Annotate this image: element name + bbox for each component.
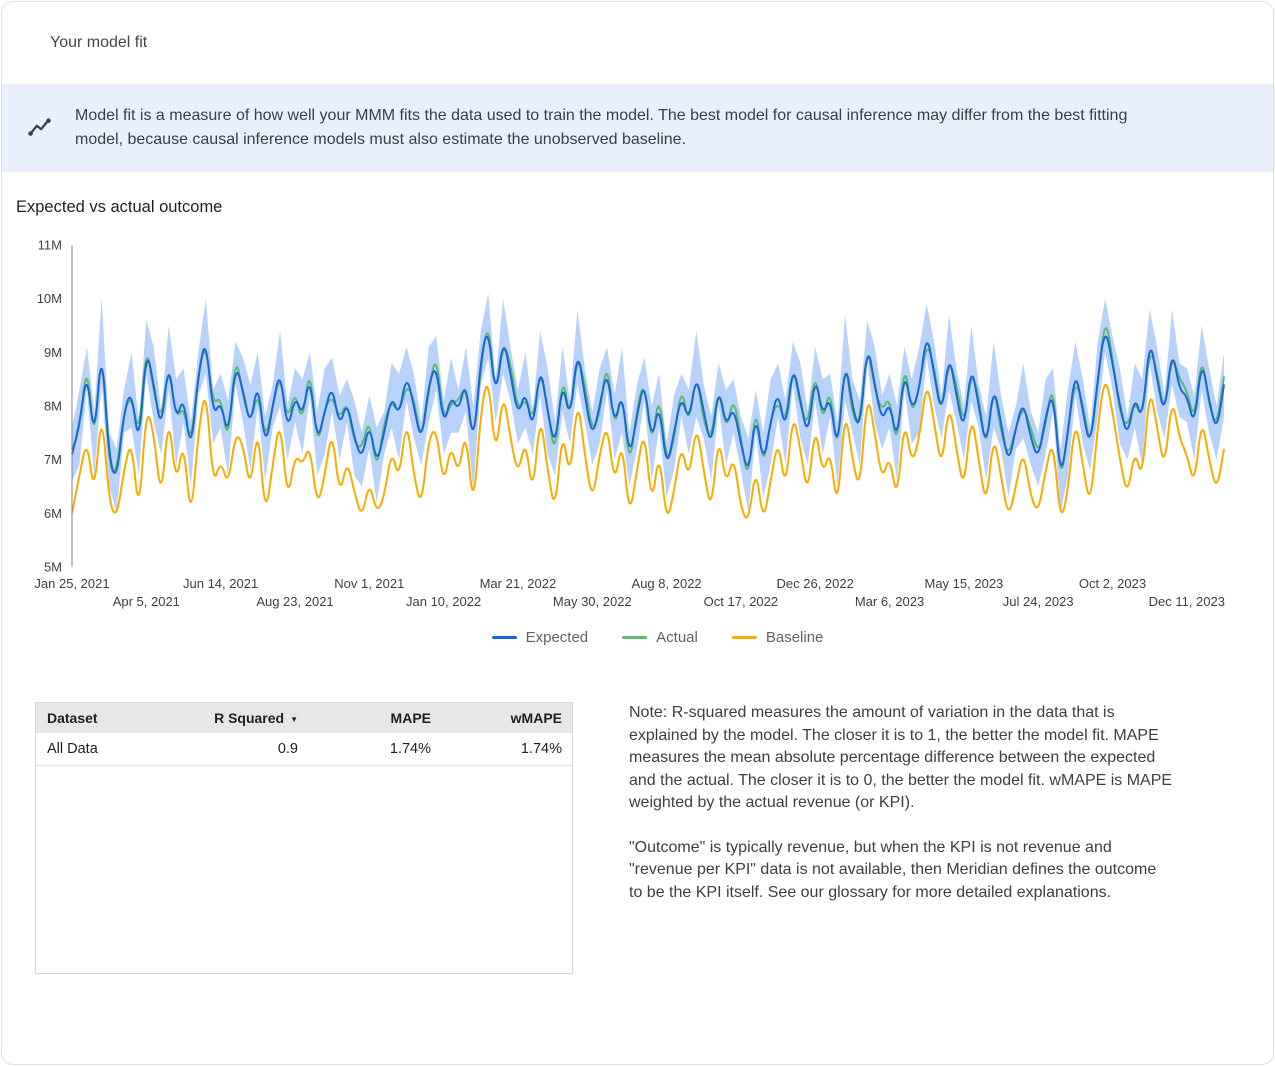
x-tick-label: Aug 8, 2022 xyxy=(632,576,702,591)
column-header-wmape[interactable]: wMAPE xyxy=(441,703,572,733)
expected-vs-actual-chart: 5M 6M 7M 8M 9M 10M 11M Jan 25, 2021 Apr 5, 2021 J… xyxy=(2,233,1273,615)
x-tick-label: Oct 17, 2022 xyxy=(704,594,778,609)
table-header-row: Dataset R Squared ▼ MAPE wMAPE xyxy=(36,703,572,733)
x-tick-label: May 30, 2022 xyxy=(553,594,632,609)
x-tick-label: Jan 10, 2022 xyxy=(406,594,481,609)
x-tick-label: Jan 25, 2021 xyxy=(34,576,109,591)
x-tick-label: Mar 6, 2023 xyxy=(855,594,924,609)
chart-title: Expected vs actual outcome xyxy=(16,198,223,216)
insights-chart-icon xyxy=(26,115,53,142)
expected-line xyxy=(71,335,1225,474)
column-header-r-squared-label: R Squared xyxy=(214,710,285,726)
y-tick-label: 10M xyxy=(37,291,62,306)
legend-item-actual: Actual xyxy=(622,629,698,646)
card-header: Your model fit xyxy=(2,2,1273,84)
x-tick-label: Aug 23, 2021 xyxy=(256,594,333,609)
legend-label-expected: Expected xyxy=(525,629,589,646)
y-tick-label: 5M xyxy=(44,560,62,575)
info-banner: Model fit is a measure of how well your … xyxy=(2,84,1273,172)
table-row: All Data 0.9 1.74% 1.74% xyxy=(36,733,572,766)
cell-dataset: All Data xyxy=(36,733,176,766)
bottom-section: Dataset R Squared ▼ MAPE wMAPE All Data 0… xyxy=(2,702,1273,974)
x-tick-label: Dec 11, 2023 xyxy=(1149,594,1225,609)
cell-mape: 1.74% xyxy=(308,733,441,766)
y-tick-label: 8M xyxy=(44,399,62,414)
chart-legend: Expected Actual Baseline xyxy=(2,629,1273,646)
note-paragraph-2: "Outcome" is typically revenue, but when… xyxy=(629,838,1157,901)
x-tick-label: Mar 21, 2022 xyxy=(480,576,557,591)
x-tick-label: Nov 1, 2021 xyxy=(334,576,404,591)
actual-line-swatch xyxy=(622,636,648,639)
expected-line-swatch xyxy=(491,636,517,639)
credible-interval-band xyxy=(72,293,1224,514)
legend-label-actual: Actual xyxy=(656,629,698,646)
legend-item-baseline: Baseline xyxy=(731,629,824,646)
x-tick-label: Jun 14, 2021 xyxy=(183,576,258,591)
y-tick-label: 7M xyxy=(44,452,62,467)
column-header-r-squared[interactable]: R Squared ▼ xyxy=(176,703,308,733)
x-tick-label: Oct 2, 2023 xyxy=(1079,576,1146,591)
cell-wmape: 1.74% xyxy=(441,733,572,766)
y-tick-label: 9M xyxy=(44,345,62,360)
banner-text: Model fit is a measure of how well your … xyxy=(75,107,1128,148)
legend-item-expected: Expected xyxy=(491,629,589,646)
baseline-line xyxy=(71,383,1225,519)
x-tick-label: Jul 24, 2023 xyxy=(1003,594,1074,609)
x-tick-label: May 15, 2023 xyxy=(925,576,1004,591)
page-title: Your model fit xyxy=(50,34,148,51)
x-tick-label: Apr 5, 2021 xyxy=(113,594,180,609)
cell-r-squared: 0.9 xyxy=(176,733,308,766)
model-fit-table-container: Dataset R Squared ▼ MAPE wMAPE All Data 0… xyxy=(35,702,573,974)
note-paragraph-1: Note: R-squared measures the amount of v… xyxy=(629,704,1173,811)
legend-label-baseline: Baseline xyxy=(765,629,824,646)
column-header-mape[interactable]: MAPE xyxy=(308,703,441,733)
column-header-dataset[interactable]: Dataset xyxy=(36,703,176,733)
y-tick-label: 6M xyxy=(44,506,62,521)
sort-descending-icon[interactable]: ▼ xyxy=(290,715,298,724)
x-tick-label: Dec 26, 2022 xyxy=(777,576,854,591)
y-tick-label: 11M xyxy=(38,238,62,253)
explanatory-note: Note: R-squared measures the amount of v… xyxy=(629,702,1174,926)
model-fit-table: Dataset R Squared ▼ MAPE wMAPE All Data 0… xyxy=(36,703,572,766)
baseline-line-swatch xyxy=(731,636,757,639)
